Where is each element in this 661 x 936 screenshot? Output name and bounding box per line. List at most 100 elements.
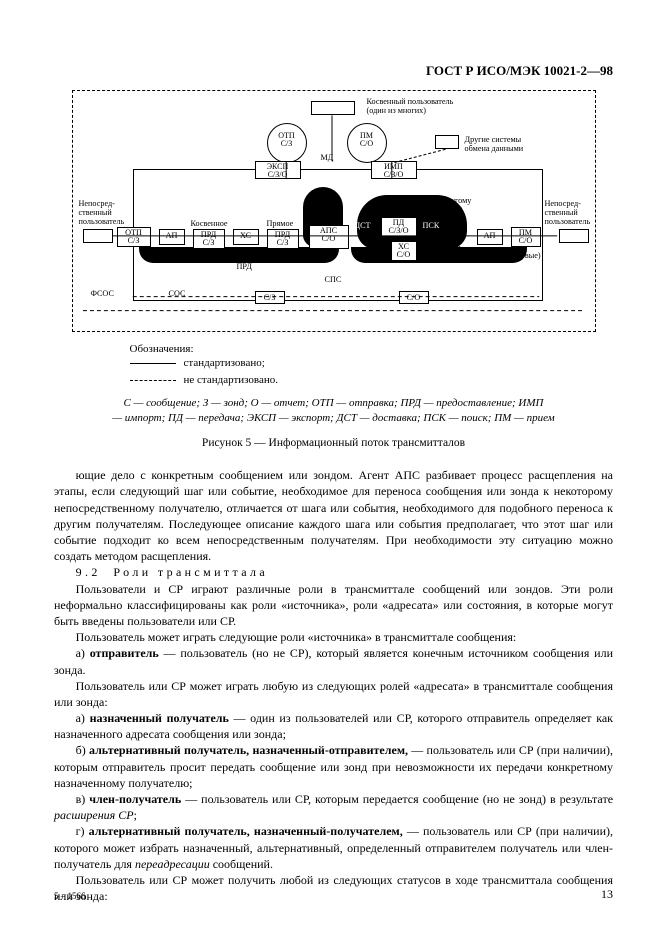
p8a: в) xyxy=(76,792,86,806)
p9a: г) xyxy=(76,824,85,838)
node-pm: ПМ С/О xyxy=(511,227,541,247)
node-ap: АП xyxy=(159,229,185,245)
standard-header: ГОСТ Р ИСО/МЭК 10021-2—98 xyxy=(54,62,613,80)
p8: в) член-получатель — пользователь или СР… xyxy=(54,791,613,823)
node-otp: ОТП С/З xyxy=(117,227,151,247)
p8c: — пользователь или СР, которым передаетс… xyxy=(185,792,613,806)
label-user-right2: ственный xyxy=(545,208,578,217)
p8e: ; xyxy=(134,808,137,822)
lbl-so3: С/О xyxy=(519,236,533,245)
p4: а) отправитель — пользователь (но не СР)… xyxy=(54,645,613,677)
lbl-s33: С/З xyxy=(277,238,289,247)
label-kosv: Косвенное xyxy=(191,219,228,228)
node-indirect-user-box xyxy=(311,101,355,115)
legend-title: Обозначения: xyxy=(130,342,596,357)
p4a: а) xyxy=(76,646,85,660)
node-prd1: ПРД С/З xyxy=(193,229,225,249)
p6a: а) xyxy=(76,711,85,725)
p3: Пользователь может играть следующие роли… xyxy=(54,629,613,645)
node-other-systems-box xyxy=(435,135,459,149)
node-imp: ИМП С/З/О xyxy=(371,161,417,179)
lbl-s3o3: С/З/О xyxy=(384,170,404,179)
p9d: переадресации xyxy=(135,857,210,871)
section-9-2: 9.2 Роли трансмиттала xyxy=(54,564,613,580)
label-user-left2: ственный xyxy=(79,208,112,217)
node-ap2: АП xyxy=(477,229,503,245)
p7: б) альтернативный получатель, назначенны… xyxy=(54,742,613,791)
figure-diagram: Косвенный пользователь (один из многих) … xyxy=(72,90,596,332)
p9e: сообщений. xyxy=(213,857,273,871)
node-so4: С/О xyxy=(399,291,429,304)
lbl-ap2: АП xyxy=(484,231,496,240)
node-xc: ХС xyxy=(233,229,259,245)
abbrev-line1: С — сообщение; З — зонд; О — отчет; ОТП … xyxy=(124,397,544,409)
page: ГОСТ Р ИСО/МЭК 10021-2—98 Косвенный поль… xyxy=(0,0,661,936)
lbl-so2: С/О xyxy=(397,250,411,259)
lbl-ap: АП xyxy=(166,231,178,240)
label-prd3: ПРД xyxy=(237,262,252,271)
node-eksp: ЭКСП С/З/О xyxy=(255,161,301,179)
p8d: расширения СР xyxy=(54,808,134,822)
label-psk-sm: ПСК xyxy=(423,221,440,230)
lbl-s34: С/З xyxy=(264,293,276,302)
label-indirect-user2: (один из многих) xyxy=(367,106,426,115)
lbl-pm-circle: ПМ xyxy=(360,131,373,140)
p5: Пользователь или СР может играть любую и… xyxy=(54,678,613,710)
lbl-s3o2: С/З/О xyxy=(268,170,288,179)
node-user-right-box xyxy=(559,229,589,243)
lbl-s3: С/З xyxy=(128,236,140,245)
lbl-so4: С/О xyxy=(407,293,421,302)
abbrev-block: С — сообщение; З — зонд; О — отчет; ОТП … xyxy=(72,396,596,426)
label-other-systems1: Другие системы xyxy=(465,135,522,144)
label-grupp: Групповая xyxy=(425,243,461,252)
lbl-s32: С/З xyxy=(203,238,215,247)
legend-row-solid: стандартизовано; xyxy=(130,356,596,371)
node-prd2: ПРД С/З xyxy=(267,229,299,249)
label-indirect-user: Косвенный пользователь xyxy=(367,97,454,106)
label-pryamoe: Прямое xyxy=(267,219,294,228)
node-pd: ПД С/З/О xyxy=(381,217,417,237)
label-dst: ДСТ xyxy=(437,252,453,261)
legend-row-dashed: не стандартизовано. xyxy=(130,373,596,388)
p7b: альтернативный получатель, назначенный-о… xyxy=(89,743,408,757)
p6: а) назначенный получатель — один из поль… xyxy=(54,710,613,742)
p2: Пользователи и СР играют различные роли … xyxy=(54,581,613,630)
label-sos: СОС xyxy=(169,289,186,298)
p1: ющие дело с конкретным сообщением или зо… xyxy=(54,467,613,564)
lbl-s3-circle: С/З xyxy=(281,139,293,148)
p9b: альтернативный получатель, назначенный-п… xyxy=(89,824,403,838)
label-user-left3: пользователь xyxy=(79,217,125,226)
label-dst-sm: ДСТ xyxy=(355,221,371,230)
body-text: ющие дело с конкретным сообщением или зо… xyxy=(54,467,613,904)
label-pryamoe2: Прямое xyxy=(229,253,256,262)
label-sps: СПС xyxy=(325,275,342,284)
lbl-so-circle: С/О xyxy=(360,139,373,148)
label-user-left1: Непосред- xyxy=(79,199,115,208)
circle-left: ОТП С/З xyxy=(267,123,307,163)
legend-dashed-text: не стандартизовано. xyxy=(184,373,279,388)
p8b: член-получатель xyxy=(89,792,181,806)
label-pervye: (Первые) xyxy=(509,251,541,260)
label-user-right1: Непосред- xyxy=(545,199,581,208)
circle-right: ПМ С/О xyxy=(347,123,387,163)
label-other-systems2: обмена данными xyxy=(465,144,524,153)
legend: Обозначения: стандартизовано; не стандар… xyxy=(130,342,596,389)
legend-solid-text: стандартизовано; xyxy=(184,356,265,371)
figure-wrap: Косвенный пользователь (один из многих) … xyxy=(72,90,596,452)
label-md: МД xyxy=(321,153,334,162)
label-fsos: ФСОС xyxy=(91,289,114,298)
swatch-dashed xyxy=(130,380,176,381)
sec-title: Роли трансмиттала xyxy=(113,565,268,579)
p10: Пользователь или СР может получить любой… xyxy=(54,872,613,904)
p7a: б) xyxy=(76,743,86,757)
p4b: отправитель xyxy=(90,646,159,660)
node-s34: С/З xyxy=(255,291,285,304)
node-user-left-box xyxy=(83,229,113,243)
sec-num: 9.2 xyxy=(76,565,101,579)
label-user-right3: пользователь xyxy=(545,217,591,226)
figure-caption: Рисунок 5 — Информационный поток трансми… xyxy=(72,436,596,452)
lbl-xc: ХС xyxy=(240,231,251,240)
lbl-s3o: С/З/О xyxy=(388,226,408,235)
lbl-otp-circle: ОТП xyxy=(278,131,294,140)
p6b: назначенный получатель xyxy=(90,711,229,725)
